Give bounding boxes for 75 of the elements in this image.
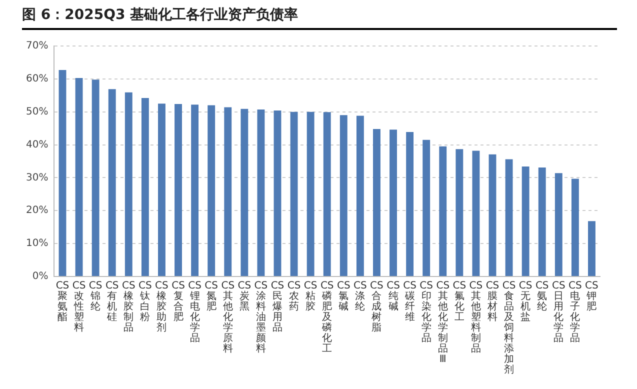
bar [571,178,579,276]
x-tick-label: CS氨纶 [535,280,549,312]
category-label: CS食品及饲料添加剂 [502,280,516,376]
x-tick-label: CS有机硅 [105,280,119,323]
bar [141,98,149,276]
bar [390,130,397,276]
x-tick-label: CS钾肥 [585,280,598,312]
y-tick-label: 60% [26,74,48,85]
bar [554,173,562,276]
bar [323,112,331,276]
x-tick-label: CS复合肥 [172,280,185,323]
x-tick-label: CS其他化学原料 [221,280,235,354]
bar [406,132,414,276]
bar [158,104,166,276]
x-tick-label: CS涂料油墨颜料 [254,280,268,354]
x-tick-label: CS民爆用品 [270,280,284,334]
bar [240,108,248,276]
bar [257,110,265,276]
x-tick-label: CS锂电化学品 [188,280,202,344]
x-tick-label: CS橡胶助剂 [155,280,168,334]
x-tick-label: CS涤纶 [354,280,367,312]
bar [92,80,100,276]
bar [522,166,530,276]
bar [124,92,132,276]
bar [108,89,116,276]
bar [505,159,513,276]
x-tick-label: CS钛白粉 [138,280,152,323]
x-tick-label: CS氟化工 [452,280,466,323]
bar [472,150,480,276]
y-tick-label: 30% [26,172,48,184]
x-tick-label: CS炭黑 [238,280,252,312]
y-tick-label: 20% [26,205,48,216]
x-tick-label: CS粘胶 [304,280,318,312]
y-tick-label: 50% [26,106,48,118]
x-tick-label: CS膜材料 [486,280,500,323]
x-tick-label: CS碳纤维 [403,280,416,323]
bar [174,104,182,276]
x-tick-label: CS印染化学品 [420,280,434,344]
x-tick-label: CS氯碱 [336,280,350,312]
bar [488,154,496,276]
x-tick-label: CS磷肥及磷化工 [320,280,334,354]
x-tick-label: CS无机盐 [518,280,532,323]
y-tick-label: 40% [26,139,48,150]
x-tick-label: CS合成树脂 [370,280,384,334]
x-tick-label: CS橡胶制品 [122,280,136,334]
chart-title: 图 6：2025Q3 基础化工各行业资产负债率 [22,6,617,30]
bar [340,115,348,276]
bar [538,168,546,276]
x-tick-label: CS纯碱 [386,280,400,312]
bar [306,112,314,276]
bar [373,128,380,276]
bar [208,105,216,276]
bar [356,116,364,276]
y-tick-label: 0% [32,271,48,282]
bar [75,78,83,276]
bar [588,221,596,276]
x-tick-label: CS其他化学制品Ⅲ [436,280,450,365]
x-tick-label: CS其他塑料制品 [469,280,483,354]
bar [422,140,430,276]
bar [439,146,447,276]
bar [224,107,232,276]
bar [58,70,66,276]
x-tick-label: CS聚氨酯 [56,280,70,323]
x-tick-label: CS日用化学品 [552,280,566,344]
x-tick-label: CS农药 [287,280,301,312]
x-tick-label: CS电子化学品 [568,280,582,344]
bar [290,112,298,276]
x-tick-label: CS氮肥 [204,280,218,312]
y-tick-label: 10% [26,238,48,250]
y-tick-label: 70% [26,40,48,52]
x-tick-label: CS锦纶 [88,280,102,312]
bar [274,110,282,276]
bar [191,104,199,276]
x-tick-label: CS改性塑料 [72,280,86,334]
bar [456,149,464,276]
